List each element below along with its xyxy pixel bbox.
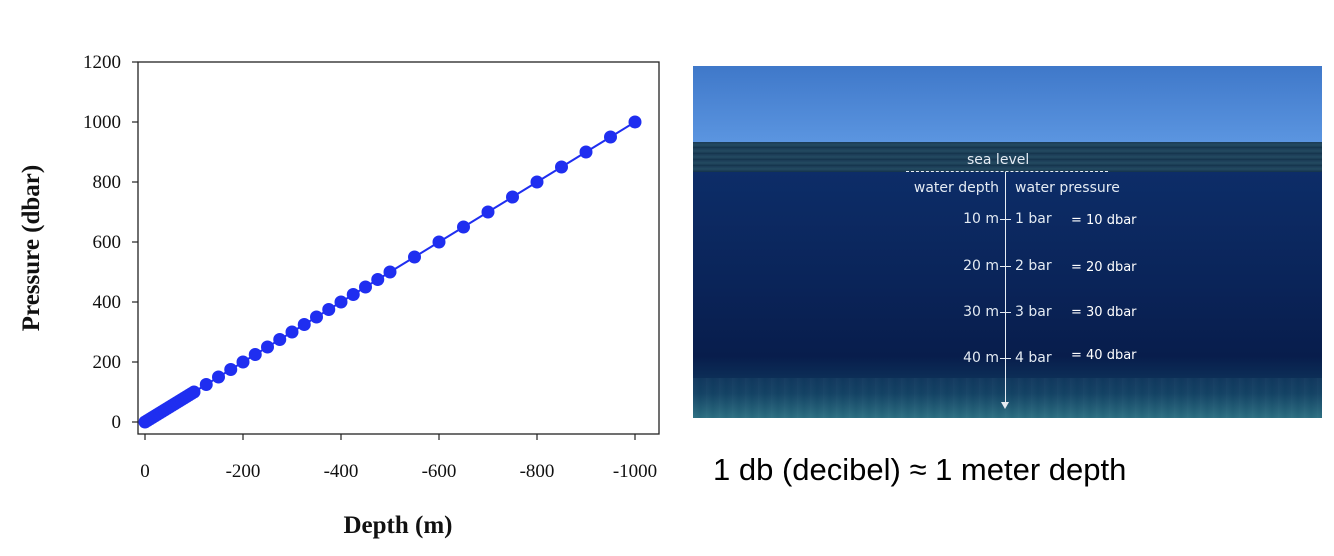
- y-tick-label: 200: [93, 352, 122, 373]
- pressure-label: 4 bar: [1015, 350, 1052, 366]
- x-axis-title: Depth (m): [343, 512, 452, 539]
- data-point: [371, 273, 385, 286]
- sea-surface: [693, 142, 1322, 172]
- y-tick-label: 1000: [83, 112, 121, 133]
- data-point: [530, 175, 544, 189]
- y-tick-label: 1200: [83, 52, 121, 73]
- x-tick-label: -400: [324, 461, 359, 482]
- depth-label: 10 m: [963, 211, 999, 227]
- data-point: [506, 190, 519, 204]
- y-tick-label: 0: [112, 412, 122, 433]
- depth-label: 40 m: [963, 350, 999, 366]
- data-point: [481, 205, 495, 219]
- depth-tick: [1000, 219, 1011, 220]
- depth-axis-line: [1005, 172, 1006, 404]
- y-axis-title: Pressure (dbar): [18, 165, 45, 331]
- pressure-label: 2 bar: [1015, 258, 1052, 274]
- y-tick-label: 600: [93, 232, 122, 253]
- data-point: [383, 265, 397, 279]
- x-tick-label: -800: [520, 461, 555, 482]
- water-depth-header: water depth: [913, 180, 999, 196]
- data-point: [273, 333, 287, 346]
- depth-tick: [1000, 358, 1011, 359]
- x-tick-label: 0: [140, 461, 150, 482]
- data-point: [579, 145, 593, 159]
- data-point: [212, 370, 225, 384]
- x-tick-label: -1000: [613, 461, 657, 482]
- data-point: [604, 130, 617, 144]
- depth-tick: [1000, 266, 1011, 267]
- sea-level-line: [906, 171, 1108, 172]
- caption-text: 1 db (decibel) ≈ 1 meter depth: [713, 452, 1127, 487]
- data-point: [457, 220, 470, 234]
- data-point: [322, 303, 336, 316]
- y-axis-ticks: 0 200 400 600 800 1000 1200: [83, 52, 138, 433]
- data-point: [555, 160, 568, 174]
- seafloor: [693, 378, 1322, 418]
- water-pressure-header: water pressure: [1015, 180, 1120, 196]
- data-point: [248, 348, 262, 361]
- data-point: [346, 288, 360, 301]
- dbar-label: = 40 dbar: [1071, 348, 1137, 363]
- data-point: [432, 235, 446, 249]
- data-point: [236, 355, 250, 369]
- deep-water: [693, 172, 1322, 418]
- depth-tick: [1000, 312, 1011, 313]
- data-point: [285, 325, 299, 339]
- data-point: [334, 295, 348, 309]
- dbar-label: = 10 dbar: [1071, 213, 1137, 228]
- dbar-label: = 20 dbar: [1071, 260, 1137, 275]
- x-tick-label: -200: [226, 461, 261, 482]
- data-point: [224, 363, 238, 376]
- depth-label: 20 m: [963, 258, 999, 274]
- pressure-label: 1 bar: [1015, 211, 1052, 227]
- sky: [693, 66, 1322, 142]
- x-tick-label: -600: [422, 461, 457, 482]
- data-point: [187, 385, 201, 399]
- pressure-label: 3 bar: [1015, 304, 1052, 320]
- data-point: [359, 280, 372, 294]
- data-point: [199, 378, 213, 391]
- y-tick-label: 400: [93, 292, 122, 313]
- depth-label: 30 m: [963, 304, 999, 320]
- y-tick-label: 800: [93, 172, 122, 193]
- data-point: [297, 318, 311, 331]
- x-axis-ticks: 0 -200 -400 -600 -800 -1000: [140, 434, 657, 482]
- data-point: [310, 310, 323, 324]
- ocean-illustration: sea level water depth water pressure 10 …: [693, 66, 1322, 418]
- dbar-label: = 30 dbar: [1071, 305, 1137, 320]
- plot-frame: [137, 61, 660, 435]
- data-point: [628, 115, 642, 129]
- series-layer: [138, 115, 642, 429]
- pressure-depth-chart: 0 200 400 600 800 1000 1200 0 -200 -400 -600 -800 -…: [18, 52, 660, 539]
- data-point: [408, 250, 421, 264]
- sea-level-label: sea level: [967, 152, 1030, 168]
- depth-axis-arrow: [1001, 402, 1009, 409]
- data-point: [261, 340, 274, 354]
